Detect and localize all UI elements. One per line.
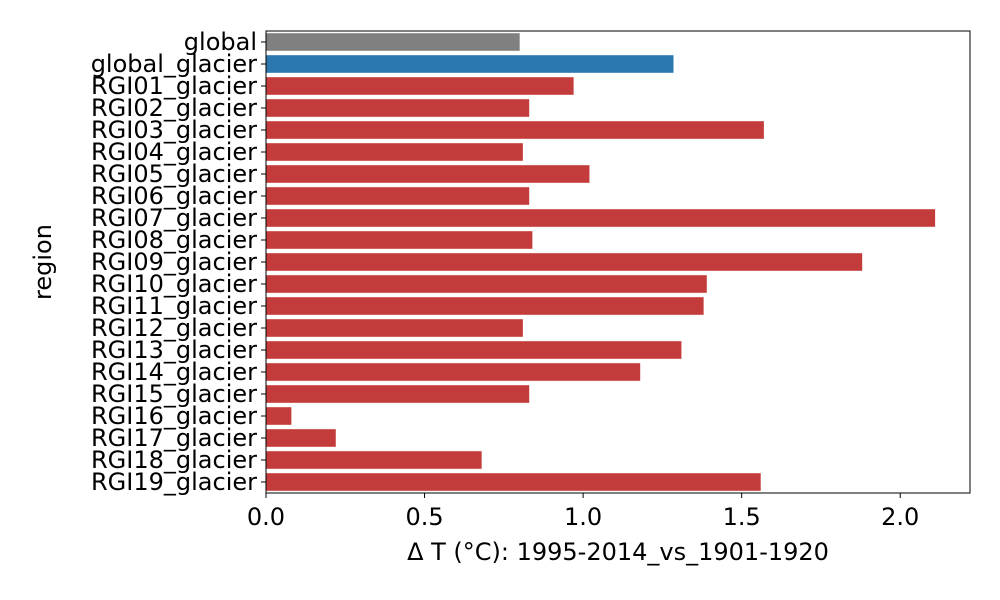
bar-rgi03-glacier	[266, 121, 764, 139]
x-tick-label: 1.5	[723, 503, 761, 531]
y-tick-label: RGI13_glacier	[91, 336, 257, 364]
y-tick-label: RGI03_glacier	[91, 116, 257, 144]
y-tick-label: global	[184, 28, 257, 56]
bar-rgi15-glacier	[266, 385, 530, 403]
bar-rgi12-glacier	[266, 319, 523, 337]
bar-global	[266, 33, 520, 51]
y-tick-label: RGI08_glacier	[91, 226, 257, 254]
y-tick-label: RGI17_glacier	[91, 424, 257, 452]
y-tick-label: RGI19_glacier	[91, 468, 257, 496]
y-tick-label: RGI16_glacier	[91, 402, 257, 430]
x-axis-title: Δ T (°C): 1995-2014_vs_1901-1920	[407, 538, 829, 566]
y-ticks: globalglobal_glacierRGI01_glacierRGI02_g…	[91, 28, 266, 496]
bar-rgi10-glacier	[266, 275, 707, 293]
bar-rgi14-glacier	[266, 363, 641, 381]
y-tick-label: RGI14_glacier	[91, 358, 257, 386]
bar-rgi05-glacier	[266, 165, 590, 183]
y-tick-label: RGI05_glacier	[91, 160, 257, 188]
bar-rgi07-glacier	[266, 209, 936, 227]
x-tick-label: 0.5	[405, 503, 443, 531]
x-tick-label: 0.0	[247, 503, 285, 531]
bar-rgi17-glacier	[266, 429, 336, 447]
y-axis-title: region	[29, 224, 57, 300]
y-tick-label: RGI18_glacier	[91, 446, 257, 474]
y-tick-label: RGI04_glacier	[91, 138, 257, 166]
y-tick-label: RGI10_glacier	[91, 270, 257, 298]
y-tick-label: RGI07_glacier	[91, 204, 257, 232]
plot-frame	[265, 30, 971, 494]
x-tick-label: 2.0	[881, 503, 919, 531]
bar-global-glacier	[266, 55, 674, 73]
bar-rgi09-glacier	[266, 253, 863, 271]
bar-rgi02-glacier	[266, 99, 530, 117]
bar-rgi16-glacier	[266, 407, 292, 425]
bar-rgi19-glacier	[266, 473, 761, 491]
bars-layer	[266, 33, 936, 491]
bar-rgi18-glacier	[266, 451, 482, 469]
y-tick-label: global_glacier	[91, 50, 257, 78]
y-tick-label: RGI02_glacier	[91, 94, 257, 122]
x-tick-label: 1.0	[564, 503, 602, 531]
y-tick-label: RGI09_glacier	[91, 248, 257, 276]
bar-rgi08-glacier	[266, 231, 533, 249]
bar-rgi13-glacier	[266, 341, 682, 359]
bar-rgi11-glacier	[266, 297, 704, 315]
y-tick-label: RGI15_glacier	[91, 380, 257, 408]
y-tick-label: RGI06_glacier	[91, 182, 257, 210]
y-tick-label: RGI11_glacier	[91, 292, 257, 320]
bar-rgi06-glacier	[266, 187, 530, 205]
bar-rgi04-glacier	[266, 143, 523, 161]
y-tick-label: RGI12_glacier	[91, 314, 257, 342]
bar-rgi01-glacier	[266, 77, 574, 95]
y-tick-label: RGI01_glacier	[91, 72, 257, 100]
x-ticks: 0.0 0.5 1.0 1.5 2.0	[247, 493, 919, 531]
